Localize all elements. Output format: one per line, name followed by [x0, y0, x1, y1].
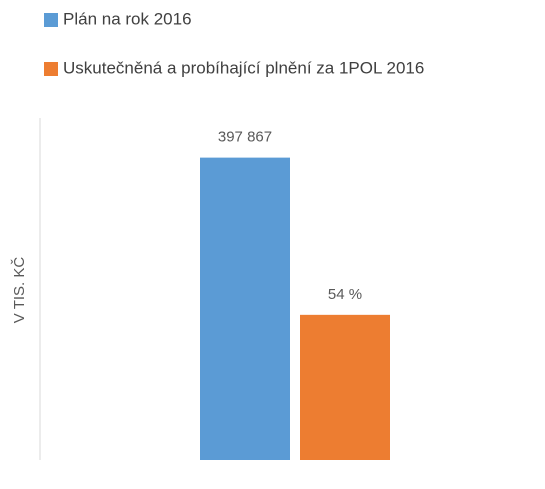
bar [300, 314, 390, 460]
legend-label: Plán na rok 2016 [63, 9, 192, 28]
bar [200, 157, 290, 460]
legend-swatch [44, 13, 58, 27]
data-label: 54 % [328, 286, 362, 303]
y-axis-label: V TIS. KČ [11, 257, 28, 324]
legend-swatch [44, 62, 58, 76]
legend-label: Uskutečněná a probíhající plnění za 1POL… [63, 58, 424, 77]
data-label: 397 867 [218, 129, 272, 146]
